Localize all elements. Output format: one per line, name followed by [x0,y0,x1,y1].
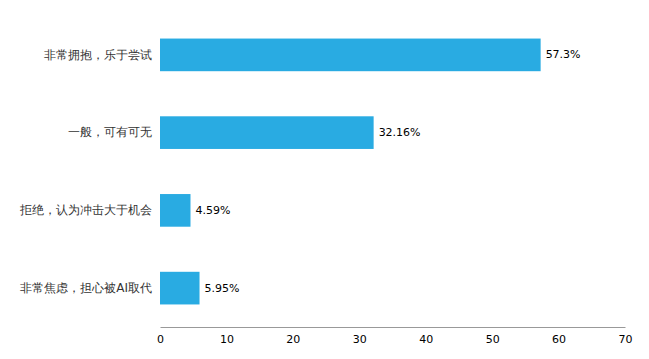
tick: 非常拥抱，乐于尝试 [44,48,152,62]
bar [160,116,374,149]
tick: 拒绝，认为冲击大于机会 [19,203,152,217]
tick: 50 [486,327,500,346]
tick-label: 非常焦虑，担心被AI取代 [20,281,152,295]
data-labels: 5.95% 4.59% 32.16% 57.3% [195,48,580,294]
tick: 0 [157,327,164,346]
value-axis: 0 10 20 30 40 50 60 70 [157,327,633,346]
tick-label: 70 [619,333,633,346]
tick-label: 40 [419,333,433,346]
tick-label: 50 [486,333,500,346]
tick: 30 [353,327,367,346]
bar [160,194,190,227]
tick-label: 60 [552,333,566,346]
tick: 60 [552,327,566,346]
tick-label: 30 [353,333,367,346]
data-label: 32.16% [379,126,421,139]
plot: 0 10 20 30 40 50 60 70 非常焦虑，担心被AI取代拒绝，认为冲击大于机会 一般… [19,39,633,346]
bar [160,272,200,305]
tick-label: 拒绝，认为冲击大于机会 [19,203,152,217]
bars [160,39,541,305]
tick: 20 [286,327,300,346]
category-axis: 非常焦虑，担心被AI取代拒绝，认为冲击大于机会 一般，可有可无 非常拥抱，乐于尝试 [19,48,152,295]
data-label: 5.95% [205,282,240,295]
chart-svg: 0 10 20 30 40 50 60 70 非常焦虑，担心被AI取代拒绝，认为冲击大于机会 一般… [0,0,649,359]
data-label: 4.59% [195,204,230,217]
tick-label: 20 [286,333,300,346]
tick: 40 [419,327,433,346]
tick: 一般，可有可无 [68,125,152,139]
tick-label: 非常拥抱，乐于尝试 [44,48,152,62]
tick-label: 10 [220,333,234,346]
tick: 70 [619,327,633,346]
tick-label: 0 [157,333,164,346]
data-label: 57.3% [546,48,581,61]
axis-line [161,327,626,328]
bar [160,39,541,72]
tick-label: 一般，可有可无 [68,125,152,139]
chart-container: 0 10 20 30 40 50 60 70 非常焦虑，担心被AI取代拒绝，认为冲击大于机会 一般… [0,0,649,359]
tick: 10 [220,327,234,346]
tick: 非常焦虑，担心被AI取代 [20,281,152,295]
